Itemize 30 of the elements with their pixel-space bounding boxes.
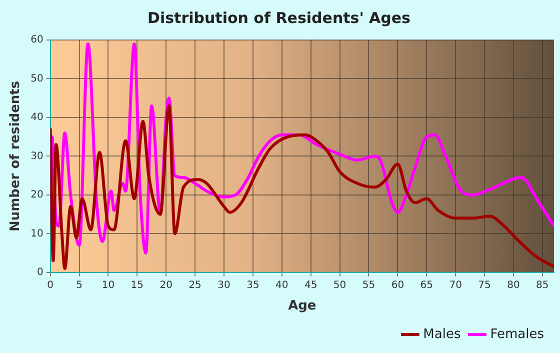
- x-tick-label: 5: [76, 280, 82, 291]
- y-axis-title: Number of residents: [8, 80, 24, 232]
- y-tick-label: 40: [30, 112, 44, 124]
- x-tick-label: 0: [47, 280, 54, 291]
- y-tick-label: 30: [30, 150, 44, 162]
- x-tick-label: 75: [478, 280, 491, 291]
- x-tick-label: 25: [188, 280, 202, 291]
- legend-label: Females: [490, 326, 544, 342]
- x-tick-label: 10: [102, 280, 115, 291]
- y-tick-label: 60: [30, 34, 44, 46]
- x-tick-label: 20: [160, 280, 172, 291]
- x-tick-label: 45: [304, 280, 318, 291]
- x-tick-label: 80: [507, 280, 520, 291]
- x-axis-title: Age: [288, 298, 316, 314]
- x-tick-label: 50: [333, 280, 346, 291]
- legend-label: Males: [423, 326, 461, 342]
- x-tick-label: 15: [130, 280, 144, 291]
- x-tick-label: 60: [391, 280, 404, 291]
- chart-title: Distribution of Residents' Ages: [148, 8, 411, 27]
- x-tick-label: 70: [449, 280, 462, 291]
- x-tick-label: 40: [276, 280, 288, 291]
- x-tick-label: 65: [420, 280, 433, 291]
- x-tick-label: 55: [362, 280, 376, 291]
- x-tick-label: 35: [246, 280, 260, 291]
- x-tick-label: 30: [218, 280, 230, 291]
- y-tick-label: 20: [30, 190, 44, 201]
- x-tick-label: 85: [536, 280, 549, 291]
- y-tick-label: 0: [36, 266, 44, 278]
- y-tick-label: 50: [30, 73, 44, 84]
- y-tick-label: 10: [30, 228, 44, 240]
